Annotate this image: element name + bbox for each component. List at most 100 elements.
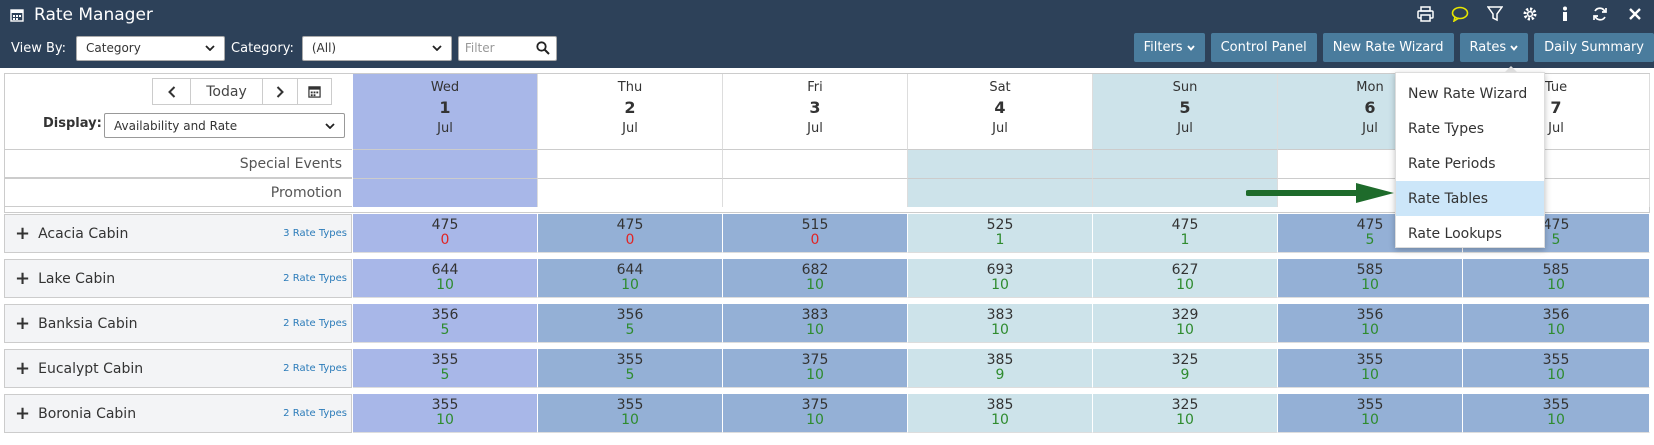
info-cell[interactable]	[1093, 149, 1278, 178]
rate-cell[interactable]: 693 10	[908, 259, 1093, 298]
rate-cell[interactable]: 585 10	[1278, 259, 1463, 298]
rate-value: 682	[801, 262, 829, 278]
rate-cell[interactable]: 355 5	[538, 349, 723, 388]
calendar-icon	[308, 86, 321, 98]
filter-input[interactable]: Filter	[457, 35, 557, 61]
display-select[interactable]: Availability and Rate	[104, 113, 345, 138]
rate-cell[interactable]: 355 10	[1463, 349, 1650, 388]
prev-button[interactable]	[153, 79, 191, 104]
rate-cell[interactable]: 627 10	[1093, 259, 1278, 298]
rate-cell[interactable]: 515 0	[723, 214, 908, 253]
expand-plus-icon[interactable]: +	[15, 268, 31, 289]
cabin-name: Boronia Cabin	[38, 405, 137, 422]
rate-cell[interactable]: 525 1	[908, 214, 1093, 253]
availability-value: 10	[436, 277, 454, 293]
rate-cell[interactable]: 375 10	[723, 394, 908, 433]
rate-value: 475	[1171, 217, 1199, 233]
rate-cell[interactable]: 475 0	[538, 214, 723, 253]
menu-item-rate-tables[interactable]: Rate Tables	[1396, 181, 1544, 216]
chat-icon[interactable]	[1451, 4, 1469, 24]
rate-cell[interactable]: 325 9	[1093, 349, 1278, 388]
rate-cell[interactable]: 355 10	[1463, 394, 1650, 433]
rate-cell[interactable]: 585 10	[1463, 259, 1650, 298]
today-button[interactable]: Today	[191, 79, 263, 104]
info-cell[interactable]	[908, 178, 1093, 207]
menu-item-rate-periods[interactable]: Rate Periods	[1396, 146, 1544, 181]
info-cell[interactable]	[723, 178, 908, 207]
rate-value: 693	[986, 262, 1014, 278]
rate-cell[interactable]: 375 10	[723, 349, 908, 388]
refresh-icon[interactable]	[1591, 4, 1609, 24]
new-rate-wizard-button[interactable]: New Rate Wizard	[1322, 33, 1454, 62]
day-header-fri: Fri 3 Jul	[723, 74, 908, 149]
rate-cell[interactable]: 355 10	[1278, 394, 1463, 433]
rate-cell[interactable]: 325 10	[1093, 394, 1278, 433]
control-panel-button[interactable]: Control Panel	[1210, 33, 1317, 62]
info-cell[interactable]	[908, 149, 1093, 178]
rate-cell[interactable]: 356 5	[538, 304, 723, 343]
display-label: Display:	[43, 116, 102, 131]
info-cell[interactable]	[538, 178, 723, 207]
expand-plus-icon[interactable]: +	[15, 313, 31, 334]
rate-cell[interactable]: 385 10	[908, 394, 1093, 433]
rate-types-link[interactable]: 2 Rate Types	[283, 408, 347, 419]
rate-cell[interactable]: 644 10	[538, 259, 723, 298]
menu-item-rate-lookups[interactable]: Rate Lookups	[1396, 216, 1544, 251]
rate-types-link[interactable]: 2 Rate Types	[283, 273, 347, 284]
rate-cell[interactable]: 383 10	[723, 304, 908, 343]
menu-item-new-rate-wizard[interactable]: New Rate Wizard	[1396, 76, 1544, 111]
date-picker-button[interactable]	[298, 79, 331, 104]
rate-value: 355	[431, 397, 459, 413]
rate-cell[interactable]: 682 10	[723, 259, 908, 298]
menu-item-rate-types[interactable]: Rate Types	[1396, 111, 1544, 146]
rate-types-link[interactable]: 3 Rate Types	[283, 228, 347, 239]
rate-value: 585	[1542, 262, 1570, 278]
info-icon[interactable]	[1556, 4, 1574, 24]
availability-value: 5	[1551, 232, 1561, 248]
daily-summary-button[interactable]: Daily Summary	[1534, 33, 1654, 62]
day-header-sun: Sun 5 Jul	[1093, 74, 1278, 149]
print-icon[interactable]	[1416, 4, 1434, 24]
day-header-thu: Thu 2 Jul	[538, 74, 723, 149]
rates-button[interactable]: Rates	[1459, 33, 1529, 62]
info-cell[interactable]	[538, 149, 723, 178]
rate-cell[interactable]: 329 10	[1093, 304, 1278, 343]
search-icon[interactable]	[536, 41, 550, 55]
rate-cell[interactable]: 385 9	[908, 349, 1093, 388]
rate-cell[interactable]: 355 10	[538, 394, 723, 433]
rate-cell[interactable]: 356 5	[353, 304, 538, 343]
view-by-select[interactable]: Category	[76, 35, 226, 61]
expand-plus-icon[interactable]: +	[15, 223, 31, 244]
new-rate-wizard-label: New Rate Wizard	[1332, 40, 1444, 55]
availability-value: 10	[1547, 412, 1565, 428]
info-cell[interactable]	[353, 178, 538, 207]
next-button[interactable]	[263, 79, 298, 104]
rate-cell[interactable]: 356 10	[1278, 304, 1463, 343]
category-select[interactable]: (All)	[301, 35, 452, 61]
rate-types-link[interactable]: 2 Rate Types	[283, 363, 347, 374]
rate-types-link[interactable]: 2 Rate Types	[283, 318, 347, 329]
filters-button[interactable]: Filters	[1133, 33, 1205, 62]
rate-value: 356	[431, 307, 459, 323]
rate-cell[interactable]: 355 10	[1278, 349, 1463, 388]
pointer-arrow-icon	[1246, 183, 1394, 203]
close-icon[interactable]	[1626, 4, 1644, 24]
availability-value: 10	[621, 412, 639, 428]
rate-cell[interactable]: 475 1	[1093, 214, 1278, 253]
rate-cell[interactable]: 356 10	[1463, 304, 1650, 343]
expand-plus-icon[interactable]: +	[15, 358, 31, 379]
cabin-name: Acacia Cabin	[38, 225, 129, 242]
rate-cell[interactable]: 355 5	[353, 349, 538, 388]
rate-cell[interactable]: 644 10	[353, 259, 538, 298]
rate-value: 355	[431, 352, 459, 368]
rate-value: 356	[1356, 307, 1384, 323]
rate-cell[interactable]: 383 10	[908, 304, 1093, 343]
rate-cell[interactable]: 355 10	[353, 394, 538, 433]
day-number: 3	[809, 98, 821, 117]
gear-icon[interactable]	[1521, 4, 1539, 24]
info-cell[interactable]	[723, 149, 908, 178]
expand-plus-icon[interactable]: +	[15, 403, 31, 424]
filter-icon[interactable]	[1486, 4, 1504, 24]
rate-cell[interactable]: 475 0	[353, 214, 538, 253]
info-cell[interactable]	[353, 149, 538, 178]
